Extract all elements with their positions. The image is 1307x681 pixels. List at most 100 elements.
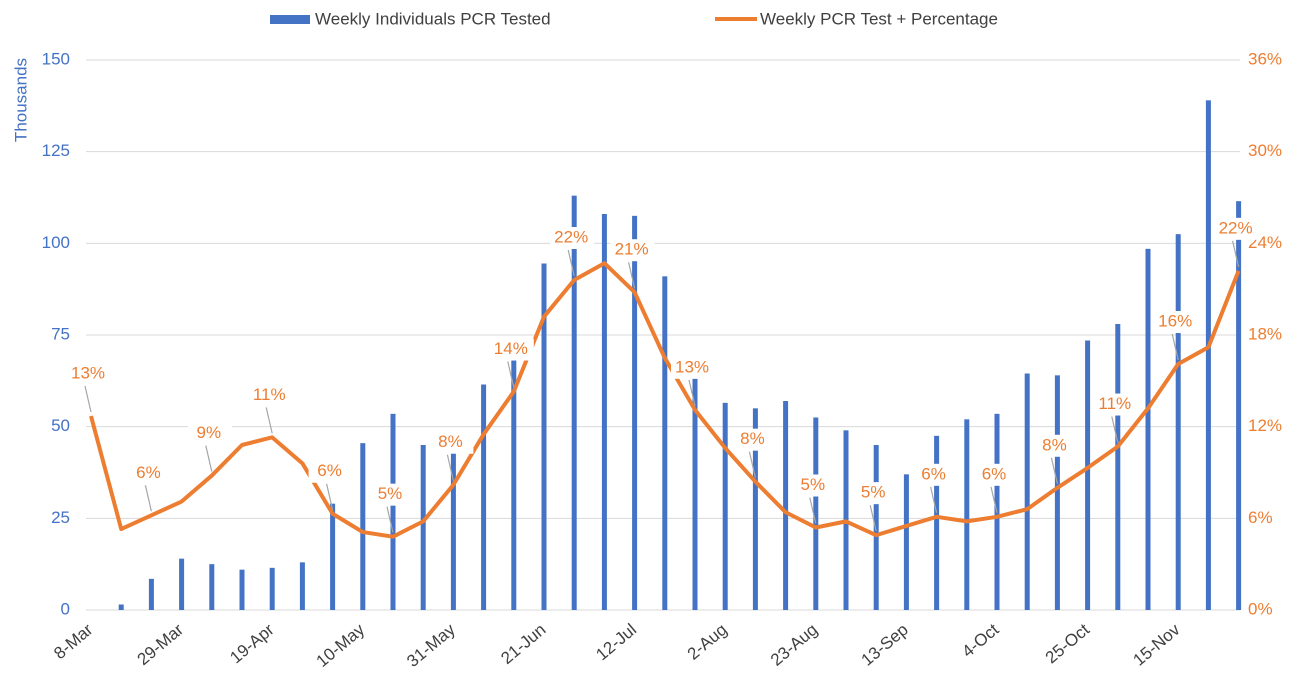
data-label: 6% [921, 464, 946, 483]
data-label: 5% [861, 483, 886, 502]
y-tick-label: 25 [51, 508, 70, 527]
leader-line [507, 361, 515, 388]
bar [964, 419, 970, 610]
bar [179, 558, 185, 610]
label-bg [187, 422, 232, 445]
bar [1175, 234, 1181, 610]
label-bg [1154, 311, 1199, 334]
bar [541, 263, 547, 610]
y2-tick-label: 6% [1248, 508, 1273, 527]
label-bg [852, 482, 897, 505]
y-tick-label: 75 [51, 324, 70, 343]
data-label: 11% [1098, 394, 1131, 413]
label-bg [973, 463, 1017, 486]
x-tick-label: 4-Oct [958, 620, 1002, 661]
leader-line [326, 483, 334, 510]
label-bg [67, 362, 111, 385]
data-label: 16% [1158, 312, 1192, 331]
bar [783, 401, 789, 610]
x-tick-label: 23-Aug [767, 620, 821, 670]
x-tick-label: 15-Nov [1129, 620, 1184, 670]
bar [481, 384, 487, 610]
label-bg [1214, 217, 1259, 240]
leader-line [205, 445, 213, 472]
leader-line [446, 454, 454, 481]
x-tick-label: 19-Apr [226, 620, 278, 668]
leader-line [1232, 240, 1240, 267]
label-bg [1033, 434, 1078, 457]
data-label: 6% [136, 463, 161, 482]
bar [450, 437, 456, 610]
bar [1236, 201, 1242, 610]
label-bg [912, 463, 957, 486]
data-label: 8% [740, 429, 765, 448]
y-axis-label: Thousands [11, 58, 30, 142]
y-tick-label: 50 [51, 416, 70, 435]
leader-line [84, 385, 92, 413]
line [89, 261, 1241, 539]
label-bg [610, 239, 655, 262]
bar [934, 435, 940, 610]
y2-tick-label: 30% [1248, 141, 1282, 160]
bar [813, 417, 819, 610]
leader-line [930, 486, 938, 513]
leader-line [628, 262, 636, 289]
label-bg [550, 227, 595, 249]
x-tick-label: 25-Oct [1042, 620, 1094, 668]
bar [1115, 324, 1121, 610]
data-label: 22% [554, 227, 588, 246]
x-tick-label: 29-Mar [134, 620, 188, 669]
bar [722, 402, 728, 610]
label-bg [369, 483, 413, 506]
data-label: 21% [615, 240, 649, 259]
legend-label: Weekly Individuals PCR Tested [315, 9, 551, 28]
bar [662, 276, 668, 610]
data-label: 22% [1219, 218, 1253, 237]
y2-tick-label: 0% [1248, 599, 1273, 618]
bar [601, 214, 607, 610]
data-label: 13% [675, 357, 709, 376]
y-tick-label: 100 [42, 233, 70, 252]
y2-tick-label: 36% [1248, 49, 1282, 68]
bar [903, 474, 909, 610]
bar [390, 413, 396, 610]
bar [239, 569, 245, 610]
leader-line [144, 485, 152, 512]
label-bg [429, 431, 474, 454]
bar [873, 445, 879, 610]
bar [752, 408, 758, 610]
label-bg [248, 384, 293, 407]
x-tick-label: 10-May [313, 620, 369, 671]
y2-tick-label: 18% [1248, 324, 1282, 343]
leader-line [869, 505, 877, 532]
x-tick-label: 2-Aug [684, 620, 731, 664]
leader-line [990, 486, 998, 513]
data-label: 8% [438, 432, 463, 451]
bar [209, 564, 215, 610]
x-tick-label: 8-Mar [50, 620, 96, 663]
legend-swatch [270, 15, 310, 24]
bar [1205, 100, 1211, 610]
x-tick-label: 12-Jul [592, 620, 640, 664]
data-label: 14% [494, 339, 528, 358]
bar [692, 360, 698, 610]
x-tick-label: 13-Sep [858, 620, 912, 670]
bar [632, 215, 638, 611]
leader-line [1050, 457, 1058, 484]
y2-tick-label: 12% [1248, 416, 1282, 435]
label-bg [489, 338, 534, 361]
bar [330, 503, 336, 610]
leader-line [688, 379, 696, 406]
y-tick-label: 0 [61, 599, 70, 618]
bar [420, 445, 426, 610]
label-bg [731, 428, 776, 451]
y-tick-label: 125 [42, 141, 70, 160]
data-label: 6% [982, 464, 1007, 483]
data-label: 6% [317, 461, 342, 480]
bar [1085, 340, 1091, 610]
bar [571, 195, 577, 610]
bar [1024, 373, 1030, 610]
data-label: 5% [801, 475, 826, 494]
bar [511, 338, 517, 610]
